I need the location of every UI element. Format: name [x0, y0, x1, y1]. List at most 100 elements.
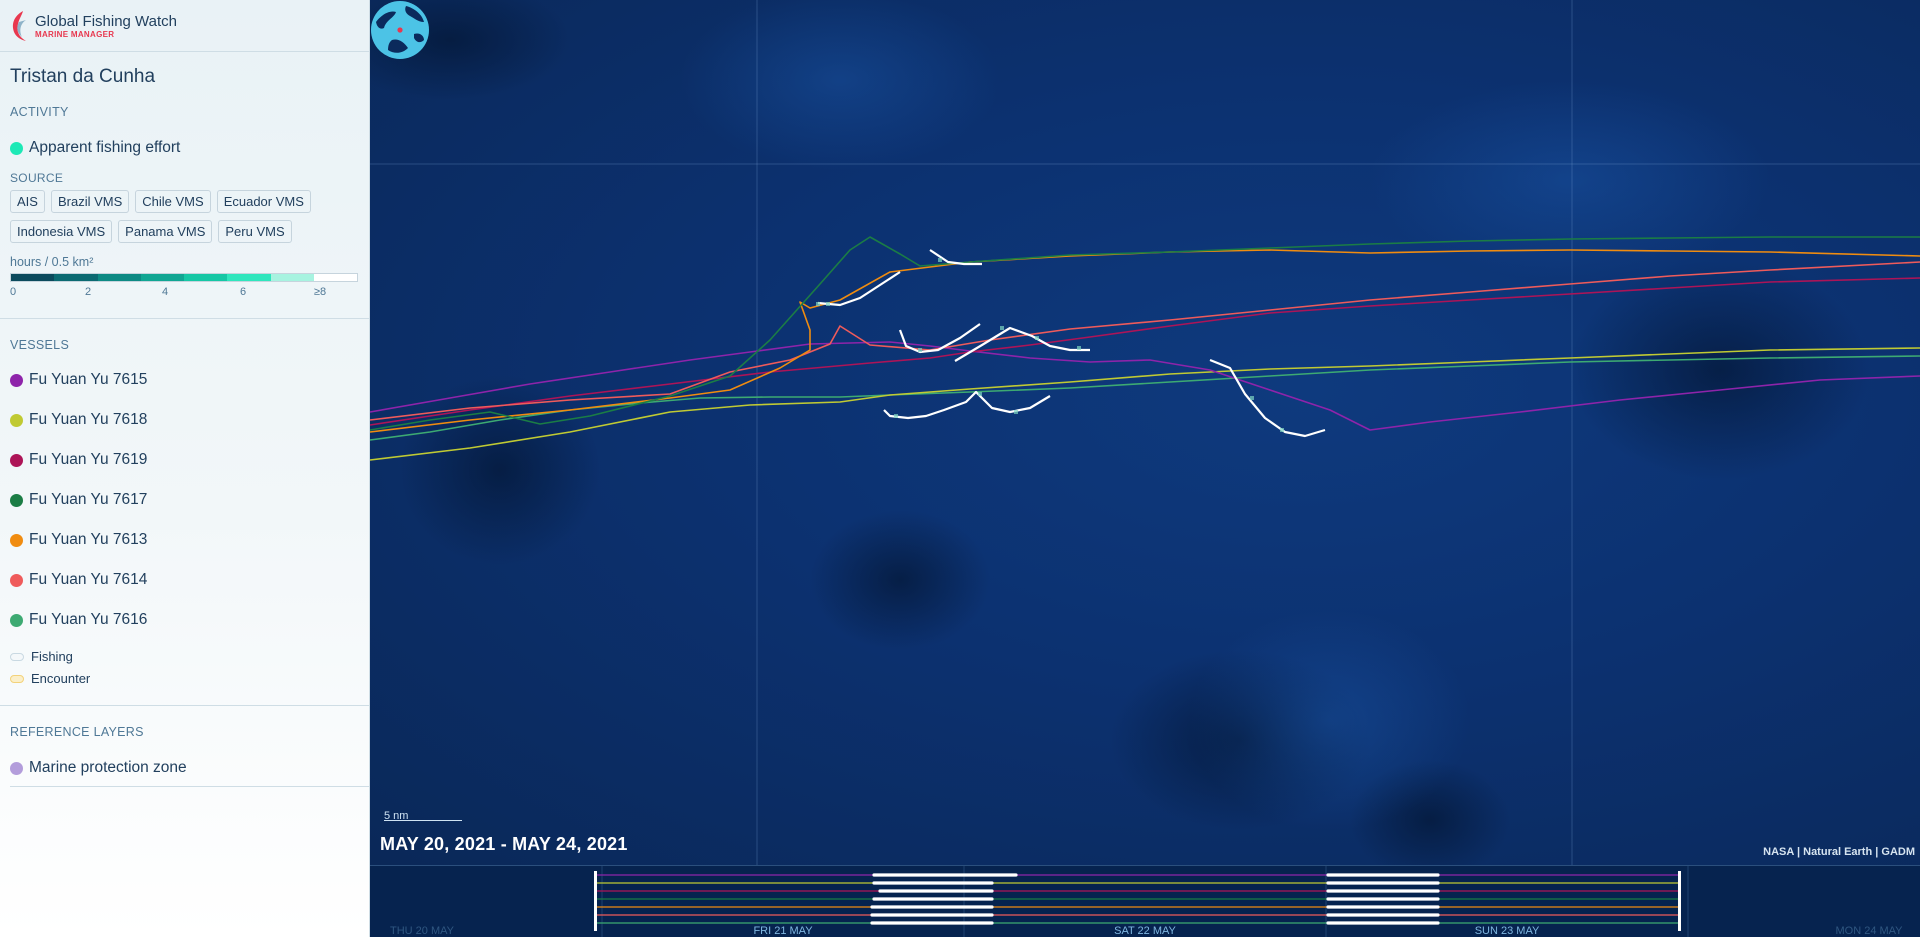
bathymetry-shade [1190, 610, 1470, 830]
fishing-point [1077, 346, 1081, 350]
vessel-item[interactable]: Fu Yuan Yu 7618 [10, 411, 147, 429]
vessel-color-dot[interactable] [10, 533, 23, 547]
vessel-name: Fu Yuan Yu 7613 [29, 531, 148, 548]
source-chip-indonesia-vms[interactable]: Indonesia VMS [10, 220, 113, 243]
fishing-segment[interactable] [1209, 358, 1326, 438]
map-attribution: NASA | Natural Earth | GADM [1763, 846, 1915, 858]
fishing-points [816, 258, 1284, 432]
divider [10, 786, 369, 787]
fishing-point [1280, 428, 1284, 432]
fishing-point [978, 392, 982, 396]
divider [0, 51, 369, 52]
gfw-logo-icon [12, 11, 26, 41]
source-chip-ecuador-vms[interactable]: Ecuador VMS [216, 190, 311, 213]
fishing-segment[interactable] [883, 390, 1051, 420]
vessel-name: Fu Yuan Yu 7615 [29, 371, 148, 388]
map-scale-bar [384, 820, 462, 821]
timebar-day-label: THU 20 MAY [390, 925, 454, 937]
vessel-color-dot[interactable] [10, 493, 23, 507]
legend-color-step [313, 274, 357, 281]
track-fu-yuan-yu-7614[interactable] [370, 261, 1920, 421]
fishing-point [918, 348, 922, 352]
encounter-legend: Encounter [10, 671, 90, 686]
activity-layer-fishing-effort[interactable]: Apparent fishing effort [10, 139, 180, 157]
vessel-item[interactable]: Fu Yuan Yu 7613 [10, 531, 147, 549]
vessel-item[interactable]: Fu Yuan Yu 7614 [10, 571, 147, 589]
activity-layer-label: Apparent fishing effort [29, 139, 181, 156]
source-chip-ais[interactable]: AIS [10, 190, 45, 213]
fishing-point [826, 302, 830, 306]
vessel-color-dot[interactable] [10, 453, 23, 467]
fishing-point [894, 414, 898, 418]
vessel-item[interactable]: Fu Yuan Yu 7615 [10, 371, 147, 389]
fishing-point [1000, 326, 1004, 330]
track-fu-yuan-yu-7618[interactable] [370, 347, 1920, 461]
vessel-name: Fu Yuan Yu 7618 [29, 411, 148, 428]
fishing-segment[interactable] [954, 326, 1090, 362]
timebar-end-handle[interactable] [1678, 871, 1681, 931]
vessel-name: Fu Yuan Yu 7619 [29, 451, 148, 468]
mini-globe-icon[interactable] [370, 0, 430, 60]
vessel-item[interactable]: Fu Yuan Yu 7619 [10, 451, 147, 469]
legend-tick: ≥8 [313, 286, 327, 298]
legend-tick: 2 [84, 286, 92, 298]
sidebar: Global Fishing Watch MARINE MANAGER Tris… [0, 0, 370, 937]
track-fu-yuan-yu-7619[interactable] [370, 277, 1920, 426]
fishing-segment[interactable] [929, 249, 982, 266]
vessel-color-dot[interactable] [10, 613, 23, 627]
fishing-point [816, 302, 820, 306]
fishing-legend-label: Fishing [31, 649, 73, 664]
layer-color-dot[interactable] [10, 141, 23, 155]
legend-tick: 4 [161, 286, 169, 298]
layer-color-dot[interactable] [10, 761, 23, 775]
track-fu-yuan-yu-7613[interactable] [370, 249, 1920, 433]
map-canvas [370, 0, 1920, 865]
track-fu-yuan-yu-7617[interactable] [370, 236, 1920, 431]
fishing-point [1250, 396, 1254, 400]
vessel-name: Fu Yuan Yu 7616 [29, 611, 148, 628]
vessel-item[interactable]: Fu Yuan Yu 7617 [10, 491, 147, 509]
vessel-color-dot[interactable] [10, 413, 23, 427]
bathymetry-shade [400, 375, 600, 565]
fishing-segment[interactable] [898, 323, 981, 354]
divider [0, 705, 369, 706]
reference-layer-label: Marine protection zone [29, 759, 187, 776]
reference-layer-marine-protection-zone[interactable]: Marine protection zone [10, 759, 187, 777]
source-label: SOURCE [10, 171, 64, 185]
vessel-name: Fu Yuan Yu 7614 [29, 571, 148, 588]
page-title: Tristan da Cunha [10, 66, 156, 87]
source-chip-chile-vms[interactable]: Chile VMS [135, 190, 211, 213]
encounter-icon [10, 674, 24, 683]
timebar-day-label: MON 24 MAY [1835, 925, 1903, 937]
vessel-color-dot[interactable] [10, 373, 23, 387]
fishing-effort-legend-bar [10, 273, 358, 282]
vessel-item[interactable]: Fu Yuan Yu 7616 [10, 611, 147, 629]
timebar-canvas [594, 866, 1689, 937]
date-range-label: MAY 20, 2021 - MAY 24, 2021 [380, 834, 628, 854]
fishing-point [938, 258, 942, 262]
timebar-fishing-bars [870, 873, 1440, 925]
track-fu-yuan-yu-7615[interactable] [370, 341, 1920, 431]
source-chip-peru-vms[interactable]: Peru VMS [218, 220, 292, 243]
fishing-legend: Fishing [10, 649, 73, 664]
timebar-day-label: FRI 21 MAY [753, 925, 813, 937]
legend-color-step [270, 274, 314, 281]
bathymetry-shade [810, 510, 990, 650]
vessel-name: Fu Yuan Yu 7617 [29, 491, 148, 508]
legend-color-step [140, 274, 184, 281]
timebar-day-label: SUN 23 MAY [1474, 925, 1540, 937]
source-chip-panama-vms[interactable]: Panama VMS [118, 220, 213, 243]
app-logo[interactable]: Global Fishing Watch MARINE MANAGER [10, 10, 177, 42]
timebar[interactable]: THU 20 MAY FRI 21 MAY SAT 22 MAY SUN 23 … [370, 865, 1920, 937]
timebar-start-handle[interactable] [594, 871, 597, 931]
map[interactable]: 5 nm MAY 20, 2021 - MAY 24, 2021 NASA | … [370, 0, 1920, 865]
bathymetry-shade [1370, 80, 1770, 280]
source-chips-row-2: Indonesia VMS Panama VMS Peru VMS [10, 220, 292, 243]
source-chip-brazil-vms[interactable]: Brazil VMS [50, 190, 130, 213]
reference-section-label: REFERENCE LAYERS [10, 725, 144, 739]
vessel-color-dot[interactable] [10, 573, 23, 587]
bathymetry-shade [680, 0, 1000, 170]
app-title: Global Fishing Watch [35, 12, 178, 30]
vessel-tracks [370, 236, 1920, 461]
fishing-segment[interactable] [817, 271, 901, 307]
